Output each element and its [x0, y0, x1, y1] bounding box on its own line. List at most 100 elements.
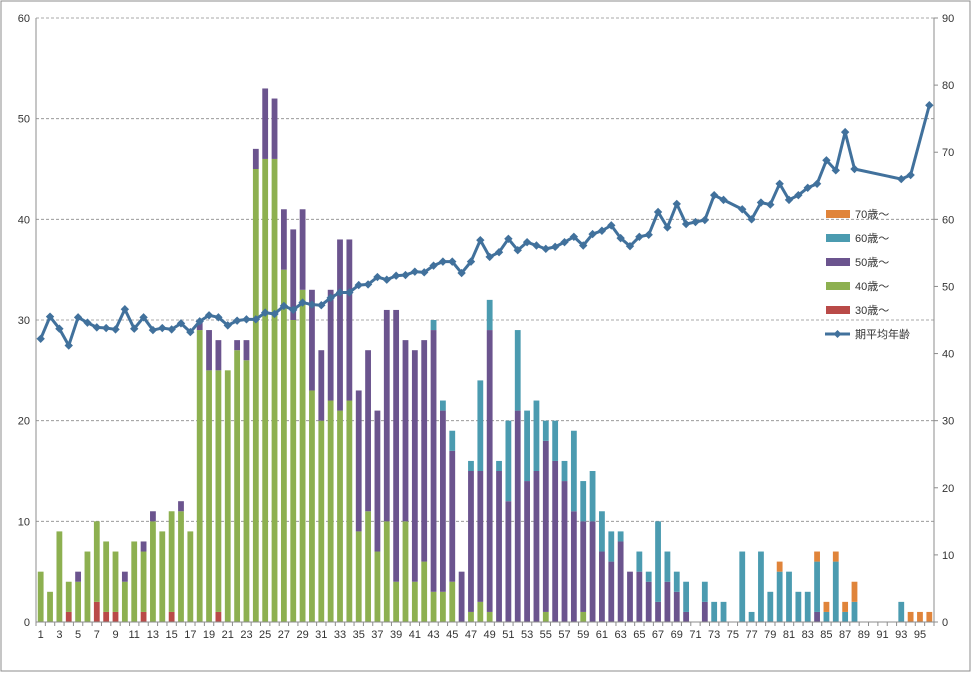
bar-segment [103, 541, 110, 612]
bar-segment [440, 410, 446, 592]
bar-segment [112, 551, 119, 612]
x-tick-label: 53 [521, 629, 533, 641]
x-tick-label: 77 [745, 629, 757, 641]
bar-segment [477, 380, 484, 471]
bar-segment [131, 541, 138, 622]
average-age-marker [607, 221, 616, 230]
bar-segment [720, 601, 727, 622]
average-age-marker [616, 233, 625, 243]
average-age-marker [176, 319, 186, 328]
bar-segment [93, 521, 100, 602]
bar-segment [851, 601, 858, 622]
x-tick-label: 63 [615, 629, 627, 641]
y-left-tick-label: 30 [18, 315, 30, 327]
average-age-marker [485, 252, 494, 262]
bar-segment [234, 340, 241, 351]
x-tick-label: 67 [652, 629, 664, 641]
bar-segment [683, 611, 690, 622]
bar-segment [468, 460, 474, 471]
bar-segment [178, 511, 184, 622]
bar-segment [262, 88, 269, 159]
average-age-marker [401, 270, 410, 280]
average-age-marker [204, 311, 214, 320]
bar-segment [383, 521, 390, 622]
average-age-marker [681, 219, 691, 229]
bar-segment [215, 370, 222, 612]
average-age-marker [588, 229, 597, 239]
bar-segment [327, 400, 334, 622]
bar-segment [150, 511, 156, 522]
x-tick-label: 23 [240, 629, 252, 641]
y-right-tick-label: 30 [942, 416, 954, 428]
bar-segment [580, 521, 587, 612]
bar-segment [486, 611, 493, 622]
bar-segment [262, 158, 269, 622]
average-age-marker [897, 174, 906, 184]
legend-swatch [826, 282, 850, 290]
average-age-marker [36, 334, 45, 343]
x-tick-label: 73 [708, 629, 720, 641]
bar-segment [804, 591, 811, 622]
average-age-marker [775, 179, 784, 188]
average-age-marker [625, 241, 635, 251]
average-age-marker [101, 323, 111, 333]
bar-segment [580, 611, 587, 622]
bar-segment [280, 209, 287, 270]
bar-segment [271, 98, 278, 159]
bar-segment [346, 400, 353, 622]
average-age-marker [663, 223, 672, 232]
average-age-marker [148, 325, 158, 335]
bar-segment [374, 551, 381, 622]
average-age-marker [232, 316, 242, 325]
y-left-tick-label: 0 [24, 617, 30, 629]
average-age-marker [653, 207, 663, 217]
bar-segment [561, 460, 568, 482]
bar-segment [496, 460, 502, 471]
bar-segment [776, 561, 783, 572]
y-left-tick-label: 40 [18, 214, 30, 226]
bar-segment [786, 571, 792, 622]
bar-segment [56, 531, 63, 622]
bar-segment [664, 551, 671, 582]
x-tick-label: 87 [839, 629, 851, 641]
bar-segment [673, 591, 680, 622]
bar-segment [655, 601, 661, 622]
bar-segment [178, 501, 184, 512]
average-age-marker [242, 315, 251, 324]
average-age-marker [167, 325, 176, 334]
y-right-tick-label: 60 [942, 214, 954, 226]
bar-segment [814, 551, 820, 562]
average-age-marker [635, 232, 644, 241]
bar-segment [458, 571, 465, 622]
average-age-marker [363, 280, 373, 289]
bar-segment [121, 581, 128, 622]
bar-segment [599, 511, 605, 552]
bar-segment [767, 591, 774, 622]
bar-segment [617, 531, 624, 542]
x-tick-label: 91 [876, 629, 888, 641]
average-age-marker [195, 317, 204, 326]
x-tick-label: 81 [783, 629, 795, 641]
x-tick-label: 41 [409, 629, 421, 641]
bar-segment [514, 410, 521, 622]
bar-segment [215, 611, 222, 622]
bar-segment [159, 531, 166, 622]
x-tick-label: 85 [820, 629, 832, 641]
bar-segment [430, 320, 437, 331]
bar-segment [346, 239, 353, 401]
y-left-tick-label: 20 [18, 416, 30, 428]
average-age-marker [298, 298, 307, 307]
legend-swatch [826, 210, 850, 218]
legend-label: 期平均年齢 [855, 327, 910, 341]
bar-segment [739, 551, 746, 622]
average-age-marker [532, 241, 541, 250]
bar-segment [505, 420, 512, 502]
x-tick-label: 11 [129, 629, 140, 641]
average-age-marker [83, 318, 92, 327]
x-tick-label: 51 [502, 629, 514, 641]
bar-segment [842, 601, 849, 612]
average-age-marker [476, 235, 485, 245]
bar-segment [224, 370, 231, 622]
bar-segment [524, 410, 530, 482]
bar-segment [505, 501, 512, 622]
